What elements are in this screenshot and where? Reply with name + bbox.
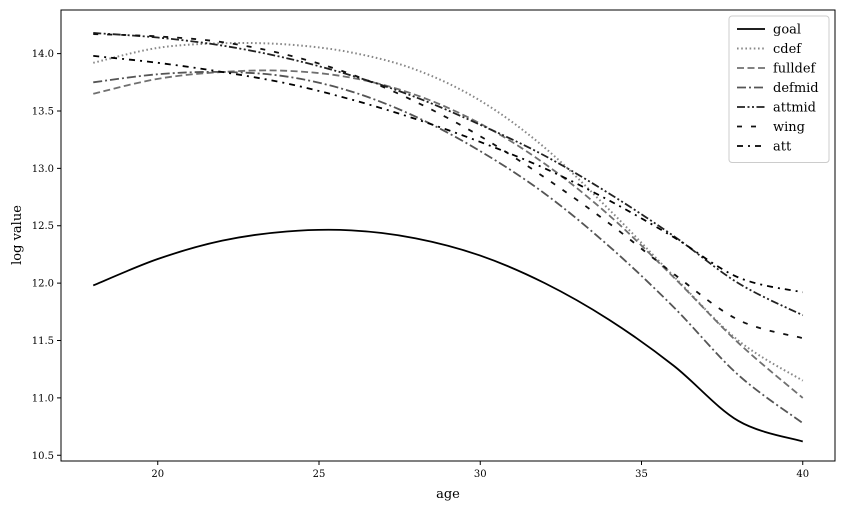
series-line-goal [92,228,804,443]
series-layer [92,32,804,443]
y-tick-label: 13.5 [32,106,54,117]
legend-label-wing: wing [773,120,805,135]
legend-label-attmid: attmid [773,101,816,116]
series-line-attmid [93,32,804,317]
legend: goal cdef fulldef defmid attmid wing att [728,15,830,163]
y-tick-label: 10.5 [32,451,54,462]
y-axis: 10.5 11.0 11.5 12.0 12.5 13.0 13.5 14.0 [32,49,61,462]
x-tick-label: 25 [313,469,326,480]
y-tick-label: 11.5 [32,336,54,347]
y-tick-label: 13.0 [32,164,54,175]
x-tick-label: 20 [151,469,164,480]
x-tick-label: 35 [635,469,648,480]
plot-frame [60,9,836,462]
x-axis: 20 25 30 35 40 [151,461,809,480]
legend-label-att: att [773,140,792,155]
x-tick-label: 40 [796,469,809,480]
series-line-att [93,55,803,294]
y-tick-label: 12.0 [32,279,54,290]
legend-label-defmid: defmid [773,81,819,96]
legend-label-cdef: cdef [773,42,802,57]
y-tick-label: 11.0 [32,393,54,404]
x-tick-label: 30 [474,469,487,480]
y-tick-label: 14.0 [32,49,54,60]
y-tick-label: 12.5 [32,221,54,232]
x-axis-label: age [436,487,460,502]
legend-label-fulldef: fulldef [773,62,817,77]
legend-label-goal: goal [773,23,801,38]
y-axis-label: log value [10,205,25,265]
